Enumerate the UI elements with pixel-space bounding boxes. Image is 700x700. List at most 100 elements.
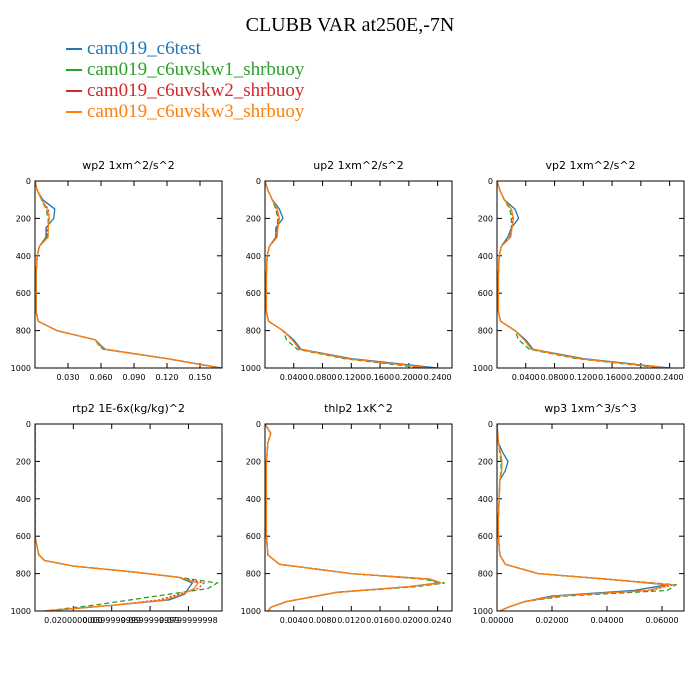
- series-line-0-1: [35, 181, 220, 368]
- panel-frame-4: [264, 423, 453, 612]
- xtick-label-1-1: 0.0800: [309, 373, 337, 382]
- xtick-label-3-0: 0.0200000000: [44, 616, 103, 625]
- panel-4: thlp2 1xK^2 0 200 400 600 800 1000 0.0040 0.0080…: [241, 402, 453, 625]
- xtick-label-4-1: 0.0080: [309, 616, 337, 625]
- series-line-4-0: [265, 424, 440, 611]
- xtick-label-2-4: 0.2000: [627, 373, 655, 382]
- panel-frame-2: [496, 180, 685, 369]
- ytick-label-2-0: 0: [488, 177, 493, 186]
- series-line-3-2: [35, 424, 206, 611]
- legend-label-1: cam019_c6uvskw1_shrbuoy: [87, 59, 305, 80]
- ytick-label-1-2: 400: [246, 252, 261, 261]
- ytick-label-5-3: 600: [478, 532, 493, 541]
- ytick-label-3-2: 400: [16, 495, 31, 504]
- panel-title-4: thlp2 1xK^2: [324, 402, 393, 415]
- ytick-label-5-2: 400: [478, 495, 493, 504]
- ytick-label-4-4: 800: [246, 570, 261, 579]
- panel-frame-0: [34, 180, 223, 369]
- xtick-label-2-1: 0.0800: [541, 373, 569, 382]
- series-line-5-3: [497, 424, 671, 611]
- ytick-label-5-0: 0: [488, 420, 493, 429]
- legend-swatch-2: [66, 89, 82, 92]
- legend-label-3: cam019_c6uvskw3_shrbuoy: [87, 101, 305, 122]
- xtick-label-5-1: 0.02000: [535, 616, 568, 625]
- legend-swatch-0: [66, 47, 82, 50]
- xtick-label-0-3: 0.120: [156, 373, 179, 382]
- panel-0: wp2 1xm^2/s^2 0 200 400 600 800 1000 0.030 0.060…: [11, 159, 223, 382]
- series-line-4-3: [265, 424, 442, 611]
- xtick-label-1-3: 0.1600: [366, 373, 394, 382]
- series-line-5-0: [497, 424, 668, 611]
- ytick-label-2-3: 600: [478, 289, 493, 298]
- ytick-label-0-2: 400: [16, 252, 31, 261]
- panel-2: vp2 1xm^2/s^2 0 200 400 600 800 1000 0.0400 0.08…: [473, 159, 685, 382]
- panel-1: up2 1xm^2/s^2 0 200 400 600 800 1000 0.0400 0.08…: [241, 159, 453, 382]
- xtick-label-5-3: 0.06000: [645, 616, 678, 625]
- ytick-label-2-5: 1000: [473, 364, 493, 373]
- panel-title-5: wp3 1xm^3/s^3: [544, 402, 637, 415]
- xtick-label-4-3: 0.0160: [366, 616, 394, 625]
- series-line-0-0: [35, 181, 222, 368]
- xtick-label-0-1: 0.060: [90, 373, 113, 382]
- ytick-label-0-4: 800: [16, 327, 31, 336]
- xtick-label-0-2: 0.090: [123, 373, 146, 382]
- panel-frame-1: [264, 180, 453, 369]
- ytick-label-0-1: 200: [16, 214, 31, 223]
- xtick-label-2-0: 0.0400: [512, 373, 540, 382]
- legend-item-0: cam019_c6test: [66, 38, 304, 59]
- panel-title-0: wp2 1xm^2/s^2: [82, 159, 175, 172]
- ytick-label-1-4: 800: [246, 327, 261, 336]
- xtick-label-1-2: 0.1200: [337, 373, 365, 382]
- xtick-label-3-1: 0.0399999999: [82, 616, 141, 625]
- ytick-label-4-1: 200: [246, 457, 261, 466]
- series-line-4-1: [265, 424, 445, 611]
- xtick-label-2-5: 0.2400: [656, 373, 684, 382]
- xtick-label-1-4: 0.2000: [395, 373, 423, 382]
- panel-title-2: vp2 1xm^2/s^2: [545, 159, 635, 172]
- xtick-label-4-2: 0.0120: [337, 616, 365, 625]
- ytick-label-1-3: 600: [246, 289, 261, 298]
- ytick-label-3-4: 800: [16, 570, 31, 579]
- panel-frame-5: [496, 423, 685, 612]
- xtick-label-4-0: 0.0040: [280, 616, 308, 625]
- series-line-2-1: [497, 181, 663, 368]
- ytick-label-5-4: 800: [478, 570, 493, 579]
- xtick-label-2-3: 0.1600: [598, 373, 626, 382]
- xtick-label-3-2: 0.0599999999: [121, 616, 180, 625]
- series-line-4-2: [265, 424, 442, 611]
- xtick-label-1-0: 0.0400: [280, 373, 308, 382]
- ytick-label-4-2: 400: [246, 495, 261, 504]
- series-line-2-0: [497, 181, 670, 368]
- legend-item-3: cam019_c6uvskw3_shrbuoy: [66, 101, 304, 122]
- xtick-label-4-4: 0.0200: [395, 616, 423, 625]
- legend-label-2: cam019_c6uvskw2_shrbuoy: [87, 80, 305, 101]
- legend-swatch-3: [66, 110, 82, 113]
- ytick-label-3-1: 200: [16, 457, 31, 466]
- xtick-label-1-5: 0.2400: [424, 373, 452, 382]
- ytick-label-1-1: 200: [246, 214, 261, 223]
- legend: cam019_c6test cam019_c6uvskw1_shrbuoy ca…: [66, 38, 304, 122]
- ytick-label-5-1: 200: [478, 457, 493, 466]
- ytick-label-0-3: 600: [16, 289, 31, 298]
- ytick-label-4-0: 0: [256, 420, 261, 429]
- panel-frame-3: [34, 423, 223, 612]
- series-line-2-2: [497, 181, 667, 368]
- ytick-label-0-5: 1000: [11, 364, 31, 373]
- xtick-label-0-0: 0.030: [57, 373, 80, 382]
- xtick-label-5-2: 0.04000: [590, 616, 623, 625]
- legend-label-0: cam019_c6test: [87, 38, 201, 59]
- legend-item-1: cam019_c6uvskw1_shrbuoy: [66, 59, 304, 80]
- ytick-label-2-4: 800: [478, 327, 493, 336]
- ytick-label-3-0: 0: [26, 420, 31, 429]
- series-line-0-2: [35, 181, 220, 368]
- panel-title-3: rtp2 1E-6x(kg/kg)^2: [72, 402, 185, 415]
- series-line-1-0: [265, 181, 438, 368]
- ytick-label-2-1: 200: [478, 214, 493, 223]
- series-line-1-1: [265, 181, 424, 368]
- panel-title-1: up2 1xm^2/s^2: [313, 159, 404, 172]
- legend-swatch-1: [66, 68, 82, 71]
- xtick-label-4-5: 0.0240: [424, 616, 452, 625]
- series-line-2-3: [497, 181, 667, 368]
